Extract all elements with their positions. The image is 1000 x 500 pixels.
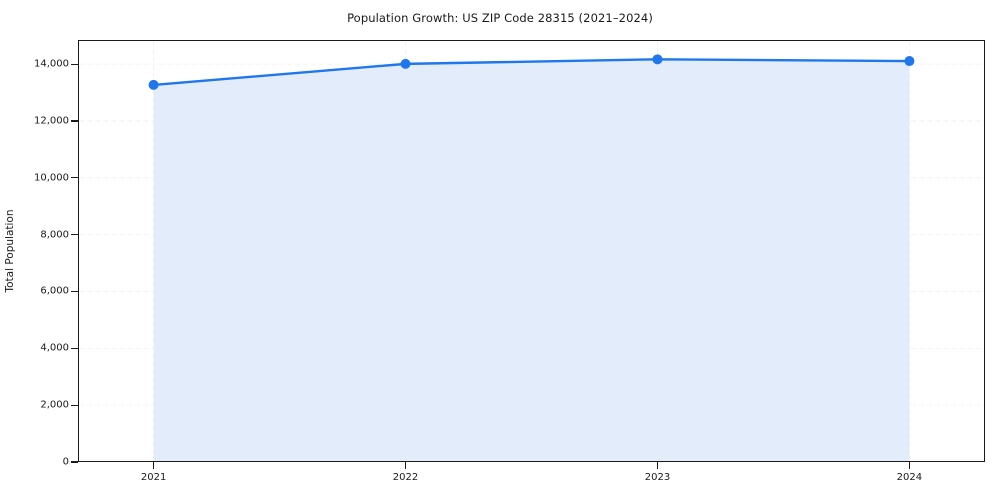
y-tick-label: 8,000 (40, 229, 69, 241)
x-tick-mark (152, 462, 155, 469)
y-tick-mark (71, 290, 78, 293)
data-point-2023 (652, 54, 663, 65)
y-tick-label: 0 (62, 456, 69, 468)
y-axis-tick-labels: 0 2,000 4,000 6,000 8,000 10,000 12,000 14,000 (0, 0, 78, 500)
y-tick-label: 14,000 (34, 58, 69, 70)
y-tick-label: 2,000 (40, 399, 69, 411)
x-tick-label: 2022 (392, 472, 419, 483)
x-tick-mark (656, 462, 659, 469)
y-tick-label: 4,000 (40, 342, 69, 354)
x-tick-mark (908, 462, 911, 469)
x-tick-label: 2021 (140, 472, 167, 483)
area-fill (153, 59, 910, 461)
y-tick-label: 6,000 (40, 285, 69, 297)
chart-title: Population Growth: US ZIP Code 28315 (20… (347, 11, 653, 25)
plot-svg (79, 41, 984, 461)
plot-area (78, 40, 985, 462)
y-tick-mark (71, 234, 78, 236)
data-point-2024 (904, 56, 915, 67)
data-point-markers (148, 54, 915, 90)
y-tick-mark (71, 347, 78, 349)
y-tick-mark (71, 63, 78, 65)
y-tick-label: 10,000 (34, 172, 69, 184)
y-tick-mark (71, 120, 78, 122)
y-tick-mark (71, 177, 78, 179)
data-line (152, 58, 911, 87)
x-tick-mark (404, 462, 407, 469)
y-tick-mark (71, 404, 78, 406)
x-tick-label: 2023 (644, 472, 671, 483)
data-point-2022 (400, 58, 411, 69)
x-tick-label: 2024 (896, 472, 923, 483)
y-tick-mark (71, 461, 78, 463)
data-point-2021 (148, 79, 159, 90)
y-tick-label: 12,000 (34, 115, 69, 127)
